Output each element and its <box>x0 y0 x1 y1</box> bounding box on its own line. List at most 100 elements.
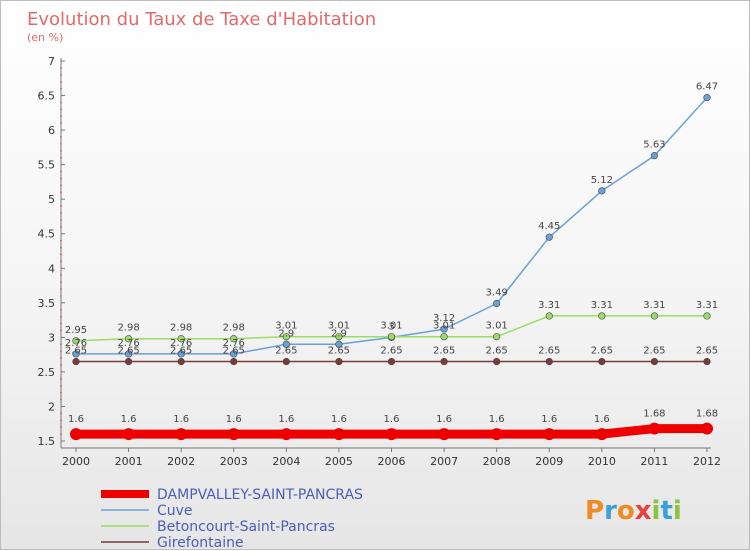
data-label-girefontaine: 2.65 <box>433 346 455 357</box>
point-dampvalley-saint-pancras <box>543 428 556 441</box>
point-dampvalley-saint-pancras <box>701 422 713 435</box>
data-label-dampvalley-saint-pancras: 1.6 <box>226 414 242 425</box>
data-label-betoncourt-saint-pancras: 3.01 <box>275 321 297 332</box>
x-tick-label: 2012 <box>693 455 721 468</box>
x-tick-label: 2000 <box>62 455 90 468</box>
data-label-cuve: 5.63 <box>643 140 665 151</box>
logo-letter: i <box>652 496 661 526</box>
data-label-dampvalley-saint-pancras: 1.6 <box>541 414 557 425</box>
data-label-betoncourt-saint-pancras: 3.31 <box>591 300 613 311</box>
x-tick-label: 2005 <box>325 455 353 468</box>
point-girefontaine <box>545 357 553 366</box>
point-dampvalley-saint-pancras <box>332 428 345 441</box>
point-cuve <box>703 94 711 102</box>
data-label-betoncourt-saint-pancras: 3.01 <box>380 321 402 332</box>
point-betoncourt-saint-pancras <box>598 312 606 320</box>
y-tick-label: 4.5 <box>38 228 56 241</box>
data-label-betoncourt-saint-pancras: 3.01 <box>486 321 508 332</box>
point-dampvalley-saint-pancras <box>490 428 503 441</box>
data-label-cuve: 6.47 <box>696 82 718 93</box>
data-label-girefontaine: 2.65 <box>380 346 402 357</box>
y-tick-label: 6.5 <box>38 90 56 103</box>
data-label-cuve: 2.9 <box>278 328 294 339</box>
point-betoncourt-saint-pancras <box>335 333 343 341</box>
point-girefontaine <box>177 357 185 366</box>
data-label-betoncourt-saint-pancras: 3.31 <box>643 300 665 311</box>
logo-letter: t <box>660 496 672 526</box>
data-label-cuve: 2.76 <box>170 338 192 349</box>
legend-label-dampvalley-saint-pancras: DAMPVALLEY-SAINT-PANCRAS <box>157 487 363 503</box>
point-betoncourt-saint-pancras <box>545 312 553 320</box>
data-label-betoncourt-saint-pancras: 2.98 <box>170 323 192 334</box>
axes: 1.5 2 2.5 3 3.5 4 4.5 5 5.5 6 6.5 7 2000 2001 2002 2003… <box>38 55 722 468</box>
y-tick-label: 3 <box>48 331 55 344</box>
point-girefontaine <box>335 357 343 366</box>
logo-letter: r <box>604 496 617 526</box>
data-label-betoncourt-saint-pancras: 2.95 <box>65 325 87 336</box>
point-cuve <box>598 187 606 195</box>
data-label-girefontaine: 2.65 <box>643 346 665 357</box>
point-dampvalley-saint-pancras <box>227 428 240 441</box>
point-betoncourt-saint-pancras <box>230 335 238 343</box>
point-dampvalley-saint-pancras <box>280 428 293 441</box>
data-label-betoncourt-saint-pancras: 2.98 <box>117 323 139 334</box>
point-betoncourt-saint-pancras <box>282 333 290 341</box>
point-betoncourt-saint-pancras <box>72 337 80 345</box>
logo-letter: o <box>617 496 635 526</box>
point-dampvalley-saint-pancras <box>122 428 135 441</box>
series-points <box>70 94 713 441</box>
legend: DAMPVALLEY-SAINT-PANCRASCuveBetoncourt-S… <box>101 487 363 551</box>
point-dampvalley-saint-pancras <box>595 428 608 441</box>
data-label-dampvalley-saint-pancras: 1.68 <box>696 409 718 420</box>
y-tick-label: 3.5 <box>38 297 56 310</box>
point-cuve <box>493 299 501 308</box>
x-tick-label: 2002 <box>167 455 195 468</box>
data-label-girefontaine: 2.65 <box>696 346 718 357</box>
logo-letter: P <box>585 496 604 526</box>
point-cuve <box>72 350 80 358</box>
y-tick-label: 2 <box>48 400 55 413</box>
data-label-dampvalley-saint-pancras: 1.6 <box>384 414 400 425</box>
data-label-dampvalley-saint-pancras: 1.6 <box>173 414 189 425</box>
point-girefontaine <box>493 357 501 366</box>
data-label-girefontaine: 2.65 <box>65 346 87 357</box>
point-girefontaine <box>703 357 711 366</box>
x-tick-label: 2011 <box>640 455 668 468</box>
logo-letter: i <box>673 496 682 526</box>
x-tick-label: 2007 <box>430 455 458 468</box>
point-girefontaine <box>650 357 659 366</box>
data-label-cuve: 2.9 <box>331 328 347 339</box>
x-tick-label: 2009 <box>535 455 563 468</box>
point-betoncourt-saint-pancras <box>703 312 711 320</box>
data-label-dampvalley-saint-pancras: 1.6 <box>331 414 347 425</box>
logo-letter: x <box>635 496 652 526</box>
data-label-cuve: 4.45 <box>538 221 560 232</box>
data-label-cuve: 5.12 <box>591 175 613 186</box>
point-cuve <box>282 340 290 348</box>
y-tick-label: 4 <box>48 262 55 275</box>
chart-subtitle: (en %) <box>27 31 63 44</box>
point-girefontaine <box>72 357 80 366</box>
point-cuve <box>440 325 448 333</box>
x-tick-label: 2003 <box>220 455 248 468</box>
data-label-girefontaine: 2.65 <box>170 346 192 357</box>
data-label-cuve: 3.12 <box>433 313 455 324</box>
data-label-cuve: 3.49 <box>486 288 508 299</box>
point-betoncourt-saint-pancras <box>493 333 501 341</box>
y-tick-label: 1.5 <box>38 435 56 448</box>
proxiti-logo: Proxiti <box>585 496 682 526</box>
legend-label-girefontaine: Girefontaine <box>157 535 244 551</box>
point-dampvalley-saint-pancras <box>438 428 451 441</box>
series-lines <box>75 97 708 439</box>
x-tick-label: 2001 <box>115 455 143 468</box>
point-betoncourt-saint-pancras <box>650 312 659 320</box>
legend-label-betoncourt-saint-pancras: Betoncourt-Saint-Pancras <box>157 519 335 535</box>
data-label-betoncourt-saint-pancras: 3.01 <box>328 321 350 332</box>
data-label-betoncourt-saint-pancras: 3.01 <box>433 321 455 332</box>
data-label-girefontaine: 2.65 <box>117 346 139 357</box>
data-label-betoncourt-saint-pancras: 3.31 <box>696 300 718 311</box>
legend-label-cuve: Cuve <box>157 503 193 519</box>
point-betoncourt-saint-pancras <box>177 335 185 343</box>
